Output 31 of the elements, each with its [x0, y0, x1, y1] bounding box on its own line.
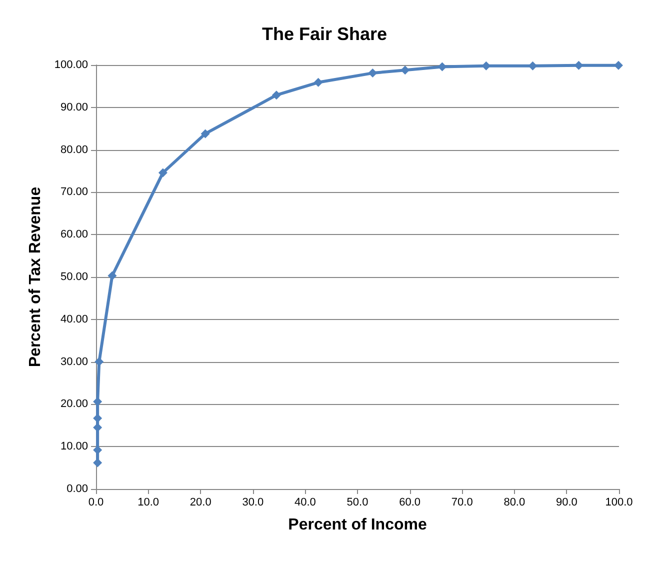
y-tick-label: 60.00: [60, 228, 88, 241]
y-tick-label: 40.00: [60, 313, 88, 326]
y-tick-label: 70.00: [60, 186, 88, 198]
x-tick-label: 100.0: [605, 496, 633, 508]
y-tick-label: 100.00: [54, 59, 88, 71]
y-tick-label: 0.00: [66, 483, 88, 495]
point: [400, 66, 410, 75]
y-axis-title: Percent of Tax Revenue: [26, 186, 44, 368]
y-tick-label: 10.00: [60, 440, 88, 453]
x-axis-title: Percent of Income: [288, 516, 427, 534]
x-tick-label: 20.0: [190, 496, 212, 508]
y-tick-label: 20.00: [60, 398, 88, 410]
x-tick-label: 0.0: [88, 496, 104, 508]
x-tick-label: 60.0: [399, 496, 421, 508]
point: [108, 271, 117, 280]
point: [158, 168, 168, 178]
chart-title: The Fair Share: [262, 24, 388, 44]
y-tick-label: 90.00: [60, 101, 88, 114]
x-tick-label: 40.0: [294, 496, 316, 508]
y-tick-label: 80.00: [60, 144, 88, 156]
point: [272, 90, 281, 100]
point: [314, 78, 323, 87]
y-tick-label: 30.00: [60, 356, 88, 368]
x-tick-label: 80.0: [504, 496, 526, 508]
point: [200, 129, 210, 138]
x-tick-label: 70.0: [451, 496, 473, 508]
x-tick-label: 10.0: [138, 496, 160, 508]
x-tick-label: 50.0: [346, 496, 368, 508]
x-tick-label: 90.0: [556, 496, 578, 508]
x-tick-label: 30.0: [242, 496, 264, 508]
y-tick-label: 50.00: [60, 271, 88, 283]
